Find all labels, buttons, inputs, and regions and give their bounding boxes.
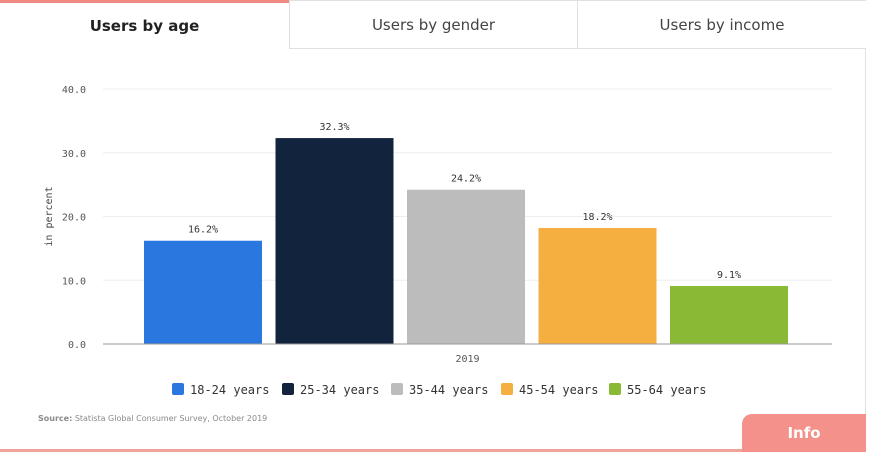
bar-45-54-years xyxy=(538,227,657,344)
y-tick-label: 40.0 xyxy=(62,85,86,96)
legend-entry: 25-34 years xyxy=(300,383,379,397)
tab-bar: Users by age Users by gender Users by in… xyxy=(0,0,866,49)
legend-swatch xyxy=(501,383,513,395)
bar-55-64-years xyxy=(670,285,788,344)
source-text: Statista Global Consumer Survey, October… xyxy=(74,414,268,423)
legend-swatch xyxy=(282,383,294,395)
legend-entry: 55-64 years xyxy=(627,383,706,397)
data-label: 32.3% xyxy=(319,122,349,133)
data-label: 24.2% xyxy=(451,174,481,185)
y-tick-label: 0.0 xyxy=(68,340,86,351)
legend-entry: 18-24 years xyxy=(190,383,269,397)
legend-swatch xyxy=(609,383,621,395)
y-tick-label: 30.0 xyxy=(62,149,86,160)
bar-18-24-years xyxy=(144,240,262,344)
legend-swatch xyxy=(172,383,184,395)
legend-entry: 35-44 years xyxy=(409,383,488,397)
tab-users-by-income[interactable]: Users by income xyxy=(577,0,866,49)
y-tick-label: 10.0 xyxy=(62,276,86,287)
legend-swatch xyxy=(391,383,403,395)
y-tick-label: 20.0 xyxy=(62,213,86,224)
info-button[interactable]: Info xyxy=(742,414,866,452)
source-note: Source: Statista Global Consumer Survey,… xyxy=(38,414,267,423)
source-label: Source: xyxy=(38,414,73,423)
data-label: 9.1% xyxy=(717,270,741,281)
legend-entry: 45-54 years xyxy=(519,383,598,397)
bar-35-44-years xyxy=(407,189,525,344)
bar-25-34-years xyxy=(275,138,394,344)
data-label: 18.2% xyxy=(582,212,612,223)
x-category-label: 2019 xyxy=(455,354,479,365)
tab-users-by-gender[interactable]: Users by gender xyxy=(289,0,577,49)
data-label: 16.2% xyxy=(188,225,218,236)
bar-chart: 0.0 10.0 20.0 30.0 40.0 in percent 16.2% 32.3% 2… xyxy=(44,85,832,397)
tab-users-by-age[interactable]: Users by age xyxy=(0,0,289,49)
y-axis-label: in percent xyxy=(44,186,55,246)
